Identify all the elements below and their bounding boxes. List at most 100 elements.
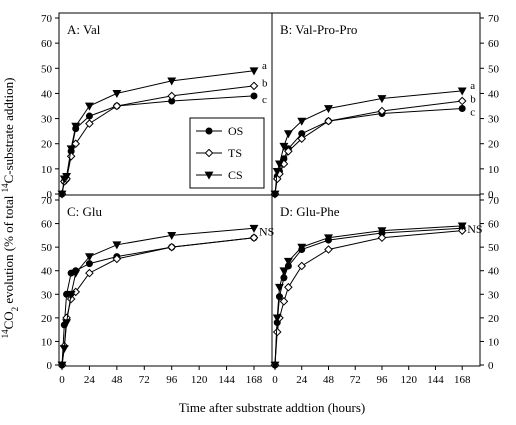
series-line bbox=[274, 90, 463, 195]
series-cs bbox=[270, 222, 467, 370]
panel-title: D: Glu-Phe bbox=[280, 204, 340, 219]
y-tick-label: 10 bbox=[488, 336, 500, 348]
y-tick-label: 60 bbox=[488, 38, 500, 50]
panel-frame bbox=[58, 194, 273, 367]
annotation-label: NS bbox=[467, 222, 482, 236]
legend-symbol bbox=[204, 148, 214, 158]
x-tick-label: 168 bbox=[246, 374, 263, 386]
y-axis-title-sup1: 14 bbox=[0, 329, 10, 339]
y-axis-title-sup2: 14 bbox=[0, 183, 10, 193]
y-tick-label: 60 bbox=[41, 219, 53, 231]
data-point bbox=[457, 96, 467, 106]
x-tick-label: 24 bbox=[84, 374, 96, 386]
y-tick-label: 30 bbox=[41, 289, 53, 301]
data-point bbox=[167, 242, 177, 252]
data-point bbox=[457, 222, 467, 231]
y-tick-label: 20 bbox=[488, 139, 500, 151]
y-tick-label: 70 bbox=[488, 13, 500, 25]
data-point bbox=[167, 91, 177, 101]
y-tick-label: 10 bbox=[41, 164, 53, 176]
data-point bbox=[85, 119, 94, 128]
annotation-label: c bbox=[470, 107, 475, 119]
y-tick-label: 0 bbox=[488, 189, 494, 201]
y-axis-title-mid: evolution (% of total bbox=[1, 192, 16, 306]
data-point bbox=[71, 269, 81, 278]
legend-entry-os: OS bbox=[196, 124, 243, 138]
panel-a: 0 10 20 30 40 50 60 70 A: Val abc bbox=[41, 12, 273, 201]
legend-label-cs: CS bbox=[228, 168, 243, 182]
legend-marker-cs bbox=[204, 171, 214, 180]
legend-entry-ts: TS bbox=[196, 146, 242, 160]
legend-marker-ts bbox=[204, 148, 214, 158]
data-point bbox=[297, 117, 307, 126]
data-point bbox=[324, 245, 333, 254]
annotation-label: b bbox=[262, 77, 268, 89]
data-point bbox=[62, 173, 72, 182]
data-point bbox=[66, 294, 76, 304]
x-tick-label: 144 bbox=[218, 374, 235, 386]
x-tick-label: 48 bbox=[323, 374, 335, 386]
data-point bbox=[324, 105, 333, 114]
x-tick-label: 144 bbox=[427, 374, 444, 386]
data-point bbox=[275, 293, 283, 301]
panel-title: A: Val bbox=[67, 22, 101, 37]
legend-symbol bbox=[205, 127, 213, 135]
y-tick-label: 50 bbox=[488, 63, 500, 75]
y-tick-label: 0 bbox=[47, 360, 53, 372]
annotation-label: c bbox=[262, 94, 267, 106]
panel-title: B: Val-Pro-Pro bbox=[280, 22, 357, 37]
data-point bbox=[59, 345, 69, 354]
data-point bbox=[457, 226, 467, 235]
data-point bbox=[85, 260, 93, 268]
data-point bbox=[377, 95, 387, 104]
y-tick-label: 60 bbox=[488, 219, 500, 231]
y-tick-label: 40 bbox=[488, 266, 500, 278]
y-tick-label: 40 bbox=[488, 88, 500, 100]
x-tick-label: 96 bbox=[376, 374, 388, 386]
data-point bbox=[167, 231, 177, 240]
x-tick-label: 0 bbox=[272, 374, 278, 386]
series-cs bbox=[57, 67, 259, 199]
data-point bbox=[71, 287, 81, 297]
annotation-label: b bbox=[470, 94, 476, 106]
y-axis-title-sub: 2 bbox=[10, 307, 20, 312]
annotation-label: a bbox=[470, 80, 475, 92]
x-tick-label: 24 bbox=[296, 374, 308, 386]
y-tick-label: 0 bbox=[488, 360, 494, 372]
y-axis-title-end: C-substrate addtion) bbox=[1, 78, 16, 184]
x-tick-label: 120 bbox=[400, 374, 417, 386]
y-axis-title-co: CO bbox=[1, 311, 16, 329]
legend-marker-os bbox=[205, 127, 213, 135]
panel-c: 0 10 20 30 40 50 60 70 0 24 48 72 96 120 144 168 C: Glu N… bbox=[41, 194, 274, 386]
data-point bbox=[249, 67, 259, 76]
data-point bbox=[324, 234, 333, 243]
legend-label-ts: TS bbox=[228, 146, 242, 160]
data-point bbox=[457, 87, 467, 96]
x-tick-label: 120 bbox=[191, 374, 208, 386]
series-cs bbox=[57, 224, 259, 370]
y-tick-label: 50 bbox=[41, 63, 53, 75]
data-point bbox=[284, 146, 293, 156]
data-point bbox=[270, 361, 280, 370]
data-point bbox=[279, 267, 289, 276]
y-axis-title: 14CO2 evolution (% of total 14C-substrat… bbox=[0, 78, 20, 339]
legend-symbol bbox=[204, 171, 214, 180]
x-tick-label: 48 bbox=[111, 374, 123, 386]
data-point bbox=[270, 190, 280, 199]
data-point bbox=[279, 297, 289, 306]
data-point bbox=[84, 253, 94, 262]
data-point bbox=[84, 102, 94, 111]
panel-title: C: Glu bbox=[67, 204, 103, 219]
y-tick-label: 30 bbox=[488, 289, 500, 301]
data-point bbox=[458, 105, 466, 113]
data-point bbox=[279, 142, 289, 151]
x-tick-label: 72 bbox=[350, 374, 361, 386]
data-point bbox=[377, 227, 387, 236]
y-tick-label: 70 bbox=[41, 195, 53, 207]
y-tick-label: 20 bbox=[488, 313, 500, 325]
series-cs bbox=[270, 87, 467, 199]
data-point bbox=[249, 224, 259, 233]
data-point bbox=[283, 257, 293, 266]
data-point bbox=[297, 243, 307, 252]
